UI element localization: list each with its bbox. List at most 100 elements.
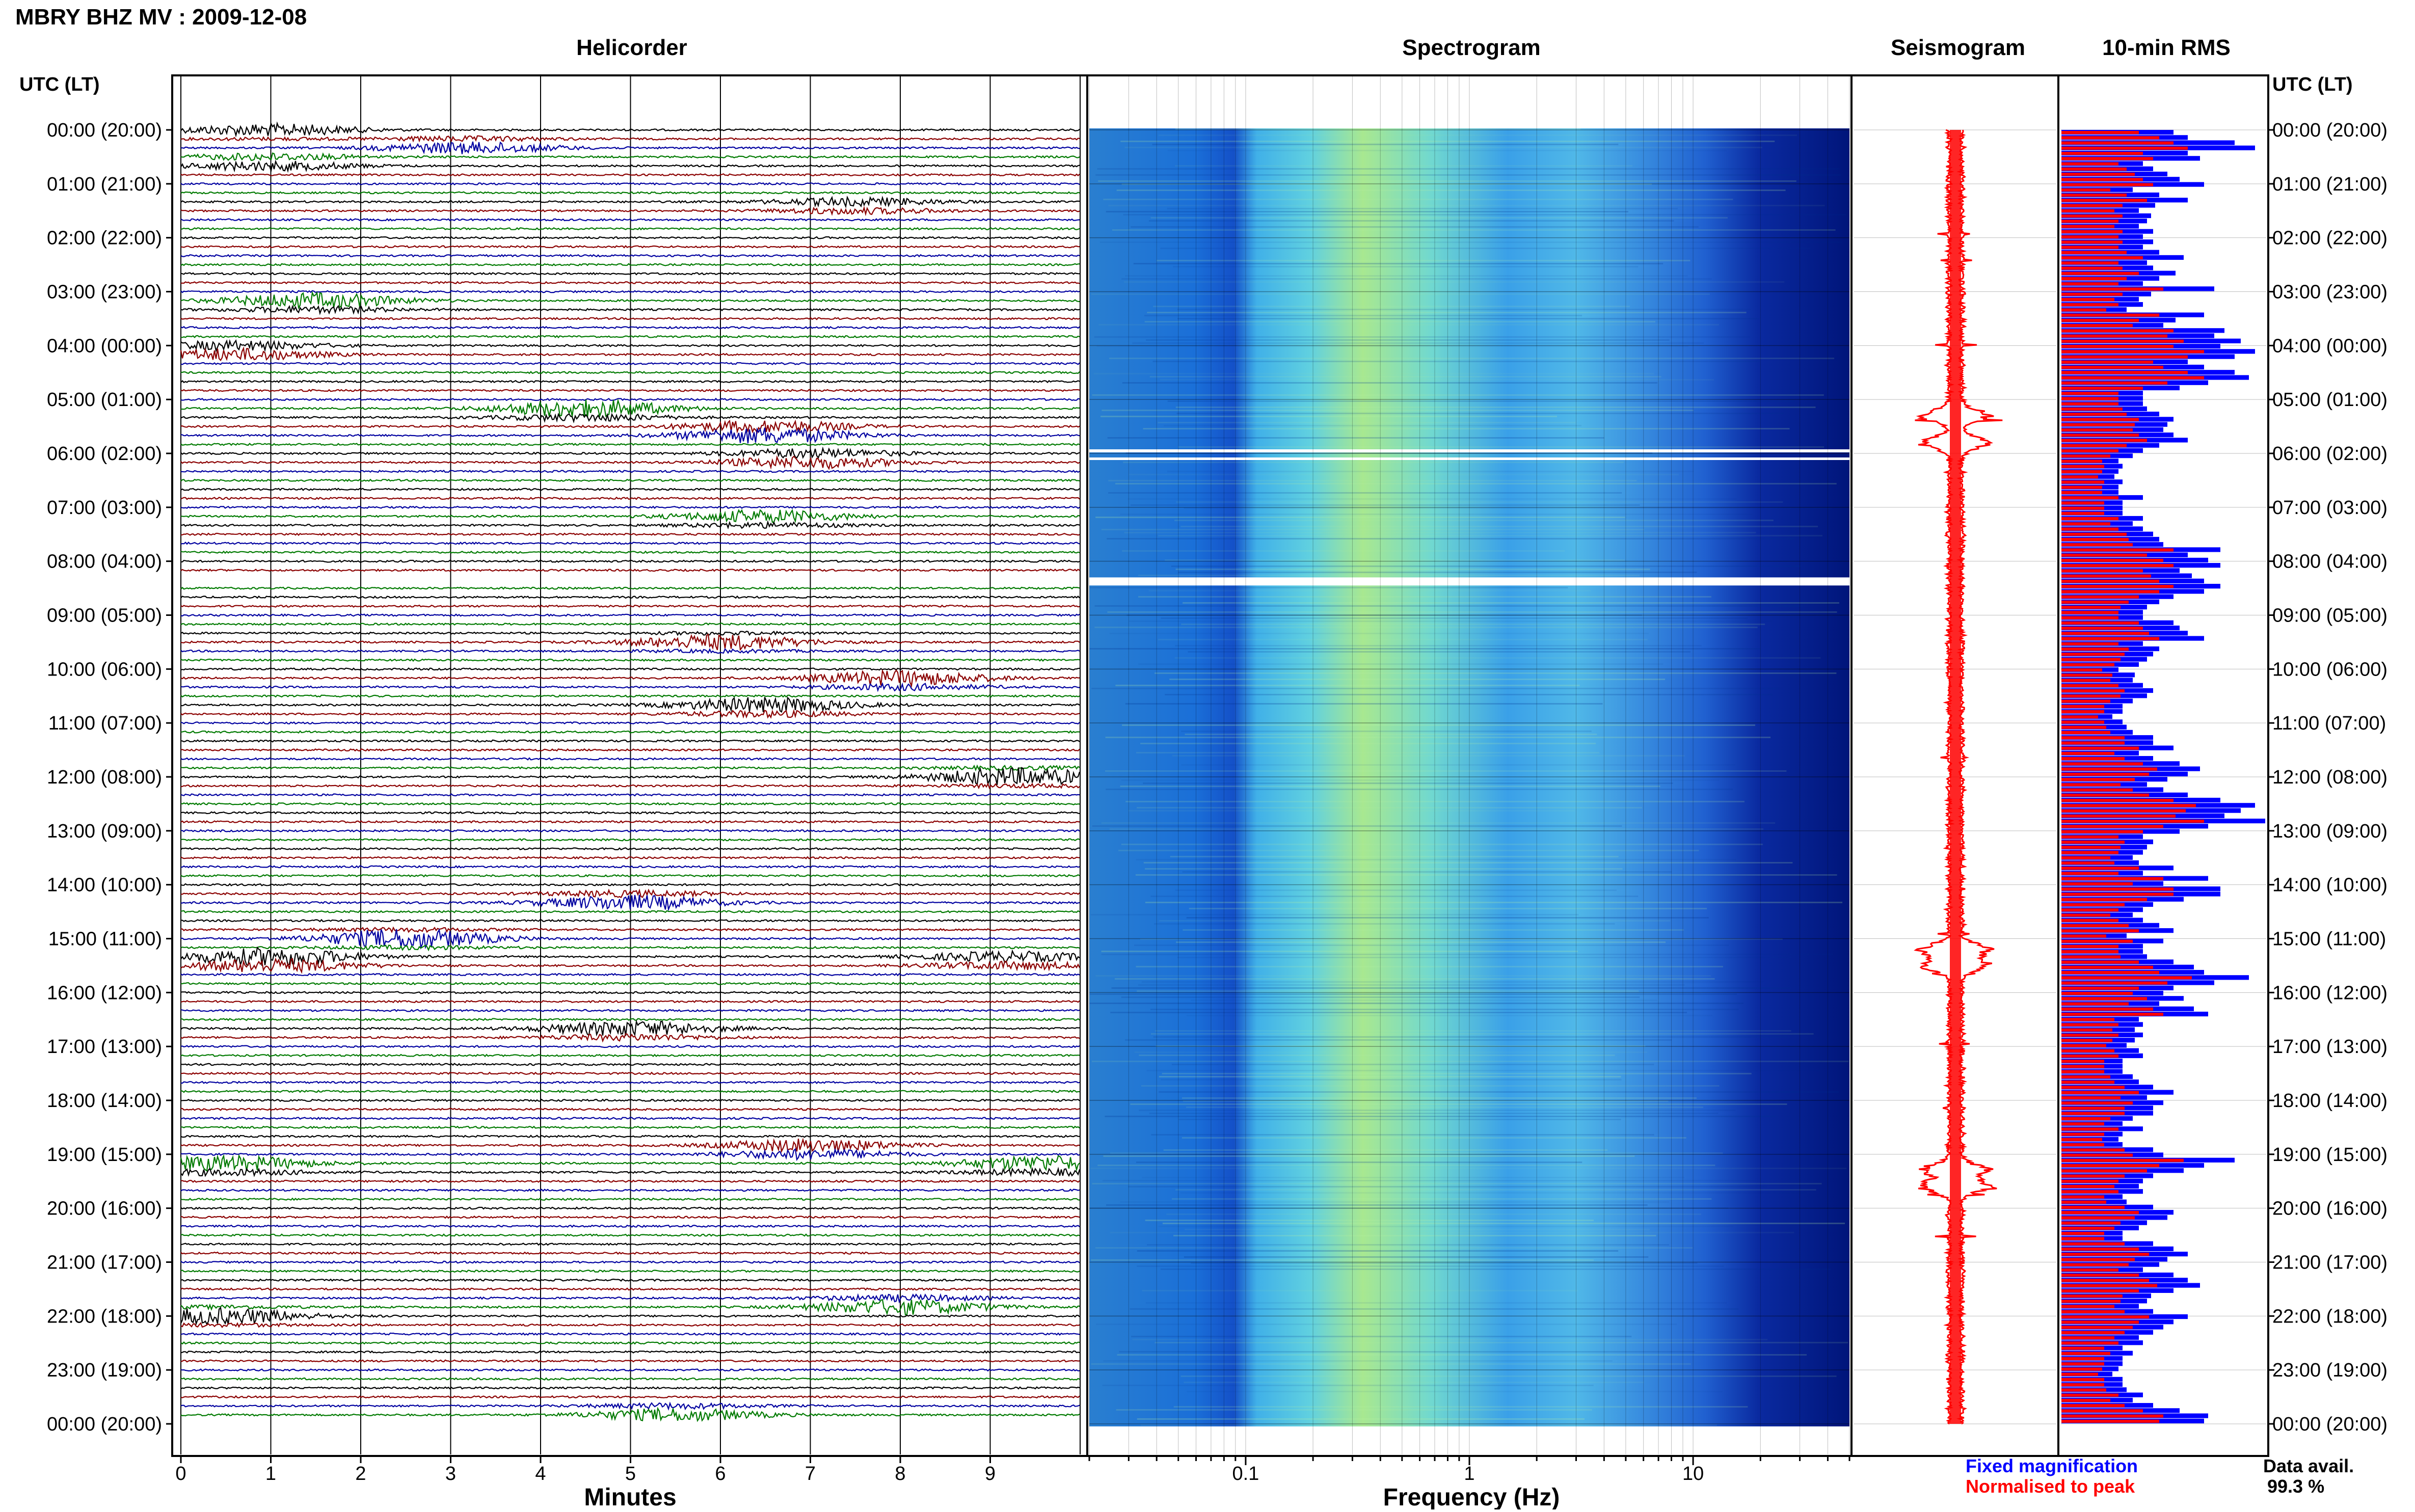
spectrogram-streak <box>1165 559 1625 561</box>
rms-bar-normalised <box>2061 861 2114 865</box>
spectrogram-streak <box>1150 217 1728 219</box>
spectrogram-streak <box>1139 1110 1736 1111</box>
spectrogram-streak <box>1108 480 1637 481</box>
rms-bar-normalised <box>2061 944 2118 948</box>
helicorder-trace-row <box>180 764 1080 772</box>
helicorder-trace-row <box>180 1054 1080 1058</box>
rms-bar-normalised <box>2061 840 2125 844</box>
rms-bar-normalised <box>2061 731 2110 735</box>
spectrogram-streak <box>1121 779 1720 781</box>
spectrogram-streak <box>1167 150 1727 151</box>
spectrogram-streak <box>1090 1168 1847 1169</box>
rms-bar-normalised <box>2061 365 2163 369</box>
spectrogram-streak <box>1128 498 1737 500</box>
helicorder-trace-row <box>180 1138 1080 1153</box>
spectrogram-streak <box>1137 1250 1619 1252</box>
spectrogram-streak <box>1089 587 1568 588</box>
rms-bar-normalised <box>2061 1012 2163 1016</box>
helicorder-trace-row <box>180 1322 1080 1329</box>
spectrogram-streak <box>1129 620 1773 622</box>
helicorder-trace-row <box>180 926 1080 933</box>
helicorder-trace-row <box>180 290 1080 310</box>
helicorder-trace-row <box>180 944 1080 952</box>
helicorder-x-tick-label: 0 <box>175 1463 186 1484</box>
helicorder-trace-row <box>180 281 1080 285</box>
rms-bar-normalised <box>2061 1054 2118 1058</box>
spectrogram-streak <box>1110 1012 1687 1013</box>
spectrogram-streak <box>1184 1256 1649 1258</box>
right-time-axis-label: UTC (LT) <box>2272 74 2353 95</box>
spectrogram-streak <box>1099 241 1842 243</box>
spectrogram-streak <box>1174 520 1774 521</box>
rms-bar-normalised <box>2061 689 2125 693</box>
data-availability-label: Data avail. <box>2263 1455 2354 1476</box>
rms-bar-normalised <box>2061 183 2153 186</box>
rms-bar-normalised <box>2061 642 2118 645</box>
spectrogram-streak <box>1147 1244 1669 1246</box>
helicorder-trace-row <box>180 326 1080 330</box>
helicorder-trace-row <box>180 488 1080 491</box>
rms-bar-normalised <box>2061 908 2118 912</box>
rms-bar-normalised <box>2061 793 2149 797</box>
spectrogram-streak <box>1122 382 1658 384</box>
rms-bar-normalised <box>2061 929 2139 933</box>
spectrogram-streak <box>1108 205 1825 206</box>
rms-bar-normalised <box>2061 397 2118 400</box>
spectrogram-streak <box>1106 789 1733 790</box>
rms-bar-normalised <box>2061 553 2147 557</box>
helicorder-trace-row <box>180 505 1080 509</box>
rms-bar-normalised <box>2061 1404 2125 1408</box>
rms-bar-normalised <box>2061 1237 2104 1240</box>
rms-bar-normalised <box>2061 819 2204 823</box>
rms-bar-normalised <box>2061 1127 2118 1131</box>
spectrogram-streak <box>1117 1354 1807 1356</box>
spectrogram-streak <box>1130 1308 1739 1310</box>
spectrogram-streak <box>1181 624 1765 625</box>
rms-bar-normalised <box>2061 1320 2139 1324</box>
spectrogram-streak <box>1120 141 1775 142</box>
rms-bar-normalised <box>2061 1205 2125 1209</box>
rms-bar-normalised <box>2061 355 2188 359</box>
helicorder-trace-row <box>180 398 1080 419</box>
spectrogram-streak <box>1106 211 1628 212</box>
rms-bar-normalised <box>2061 986 2139 990</box>
rms-bar-normalised <box>2061 694 2121 698</box>
spectrogram-streak <box>1169 679 1666 680</box>
spectrogram-streak <box>1146 1070 1820 1071</box>
helicorder-trace-row <box>180 1306 1080 1326</box>
spectrogram-streak <box>1156 1045 1646 1047</box>
rms-bar-normalised <box>2061 413 2127 416</box>
time-tick-label-right: 10:00 (06:00) <box>2272 659 2387 680</box>
spectrogram-streak <box>1093 373 1654 374</box>
data-availability-value: 99.3 % <box>2267 1476 2324 1497</box>
spectrogram-streak <box>1120 1201 1669 1203</box>
spectrogram-streak <box>1101 822 1776 824</box>
rms-bar-normalised <box>2061 632 2149 635</box>
rms-bar-normalised <box>2061 1258 2135 1261</box>
time-tick-label-right: 08:00 (04:00) <box>2272 551 2387 573</box>
time-tick-label-right: 09:00 (05:00) <box>2272 605 2387 627</box>
time-tick-label-right: 18:00 (14:00) <box>2272 1090 2387 1112</box>
rms-bar-normalised <box>2061 558 2163 562</box>
rms-bar-normalised <box>2061 1039 2112 1042</box>
rms-bar-normalised <box>2061 1367 2102 1371</box>
seismogram-title: Seismogram <box>1891 35 2025 60</box>
spectrogram-streak <box>1143 782 1673 784</box>
helicorder-trace-row <box>180 206 1080 217</box>
rms-bar-normalised <box>2061 976 2192 980</box>
rms-bar-normalised <box>2061 893 2174 896</box>
spectrogram-streak <box>1109 358 1835 359</box>
helicorder-trace-row <box>180 895 1080 912</box>
rms-bar-normalised <box>2061 465 2104 468</box>
helicorder-trace-row <box>180 991 1080 994</box>
rms-bar-normalised <box>2061 1326 2133 1329</box>
helicorder-x-tick-label: 3 <box>445 1463 456 1484</box>
helicorder-trace-row <box>180 928 1080 950</box>
spectrogram-x-tick-label: 1 <box>1464 1463 1474 1484</box>
helicorder-trace-row <box>180 1154 1080 1172</box>
helicorder-trace-row <box>180 1135 1080 1138</box>
spectrogram-streak <box>1132 1339 1768 1340</box>
rms-bar-normalised <box>2061 825 2163 828</box>
rms-bar-normalised <box>2061 882 2133 886</box>
spectrogram-streak <box>1092 825 1622 827</box>
